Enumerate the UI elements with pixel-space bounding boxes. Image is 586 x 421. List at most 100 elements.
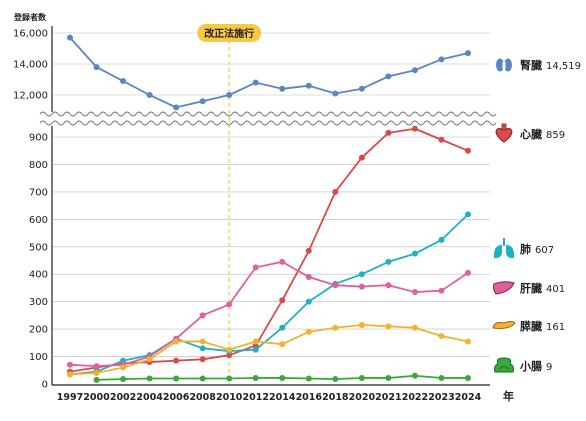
x-tick-label: 2018 xyxy=(322,392,349,403)
x-tick-label: 2012 xyxy=(243,392,269,403)
data-point xyxy=(438,56,445,63)
series-line xyxy=(69,213,469,376)
series-line xyxy=(69,37,469,109)
data-point xyxy=(93,64,100,71)
x-tick-label: 2022 xyxy=(402,392,428,403)
law-revision-annotation: 改正法施行 xyxy=(197,24,262,384)
data-point xyxy=(358,374,365,381)
legend-series-name: 心臓 xyxy=(520,127,542,141)
lower-tick-label: 800 xyxy=(29,160,48,171)
data-point xyxy=(385,258,392,265)
data-point xyxy=(385,129,392,136)
lower-tick-label: 400 xyxy=(29,270,48,281)
lower-tick-label: 0 xyxy=(42,380,48,391)
data-point xyxy=(438,236,445,243)
kidney-icon xyxy=(496,58,512,72)
data-point xyxy=(120,357,127,364)
data-point xyxy=(279,341,286,348)
data-point xyxy=(411,372,418,379)
data-point xyxy=(279,85,286,92)
x-tick-label: 2010 xyxy=(216,392,243,403)
axes xyxy=(38,26,497,386)
annotation-badge xyxy=(197,24,262,42)
series-腎臓 xyxy=(67,34,471,111)
data-point xyxy=(332,90,339,97)
legend-series-value: 14,519 xyxy=(546,61,581,72)
legend-series-name: 膵臓 xyxy=(520,319,542,333)
data-point xyxy=(199,345,206,352)
annotation-label: 改正法施行 xyxy=(204,27,254,40)
data-point xyxy=(199,312,206,319)
axis-break-line xyxy=(39,111,497,117)
legend-series-value: 161 xyxy=(546,322,565,333)
legend-series-value: 9 xyxy=(546,362,552,373)
lower-tick-label: 500 xyxy=(29,242,48,253)
data-point xyxy=(332,324,339,331)
data-point xyxy=(438,287,445,294)
legend-series-name: 肺 xyxy=(520,242,531,256)
heart-icon xyxy=(495,123,513,143)
data-point xyxy=(252,374,259,381)
data-point xyxy=(358,85,365,92)
legend-series-name: 腎臓 xyxy=(520,58,542,72)
x-ticks: 1997 2000 2002 2004 2006 2008 2010 2012 2014 2016… xyxy=(57,392,482,403)
upper-y-ticks: 16,000 14,000 12,000 xyxy=(13,29,48,102)
legend-item-肝臓: 肝臓 401 xyxy=(492,281,565,295)
lower-tick-label: 200 xyxy=(29,325,48,336)
x-tick-label: 2000 xyxy=(83,392,110,403)
data-point xyxy=(67,361,73,368)
x-tick-label: 1997 xyxy=(57,392,83,403)
data-point xyxy=(358,271,365,278)
data-point xyxy=(67,34,73,41)
legend-series-value: 401 xyxy=(546,284,565,295)
intestine-icon xyxy=(493,357,515,373)
legend-series-name: 肝臓 xyxy=(520,281,542,295)
legend-item-膵臓: 膵臓 161 xyxy=(492,319,565,333)
data-point xyxy=(199,356,206,363)
data-point xyxy=(465,374,471,381)
grid-lines xyxy=(52,32,490,357)
series-肺 xyxy=(67,211,471,378)
data-point xyxy=(358,283,365,290)
axis-break-gap xyxy=(38,112,494,126)
data-point xyxy=(279,258,286,265)
legend: 腎臓 14,519 心臓 859 肺 607 肝臓 401 膵臓 161 小腸 9 xyxy=(492,58,581,373)
data-point xyxy=(385,374,392,381)
data-point xyxy=(305,375,312,382)
data-point xyxy=(465,338,471,345)
x-axis-unit-label: 年 xyxy=(503,389,514,403)
lower-tick-label: 600 xyxy=(29,215,48,226)
data-point xyxy=(411,324,418,331)
upper-tick-label: 14,000 xyxy=(13,60,48,71)
series-line xyxy=(69,324,469,376)
data-point xyxy=(305,328,312,335)
legend-series-value: 607 xyxy=(535,245,554,256)
data-point xyxy=(411,67,418,74)
legend-series-name: 小腸 xyxy=(519,359,542,373)
data-point xyxy=(332,188,339,195)
data-point xyxy=(146,92,153,98)
x-tick-label: 2020 xyxy=(349,392,376,403)
data-point xyxy=(173,338,180,345)
liver-icon xyxy=(492,281,515,295)
lower-tick-label: 900 xyxy=(29,133,48,144)
data-point xyxy=(465,269,471,276)
data-point xyxy=(438,136,445,143)
series-lines xyxy=(67,34,471,383)
data-point xyxy=(173,104,180,111)
data-point xyxy=(385,282,392,289)
legend-item-肺: 肺 607 xyxy=(493,238,554,259)
data-point xyxy=(438,332,445,339)
lower-y-ticks: 900 800 700 600 500 400 300 200 100 0 xyxy=(29,133,48,391)
data-point xyxy=(120,78,127,85)
data-point xyxy=(252,338,259,345)
data-point xyxy=(465,147,471,154)
data-point xyxy=(279,324,286,331)
upper-tick-label: 12,000 xyxy=(13,91,48,102)
data-point xyxy=(279,374,286,381)
data-point xyxy=(305,273,312,280)
data-point xyxy=(93,370,100,377)
lower-tick-label: 100 xyxy=(29,352,48,363)
data-point xyxy=(411,289,418,296)
series-肝臓 xyxy=(67,258,471,370)
